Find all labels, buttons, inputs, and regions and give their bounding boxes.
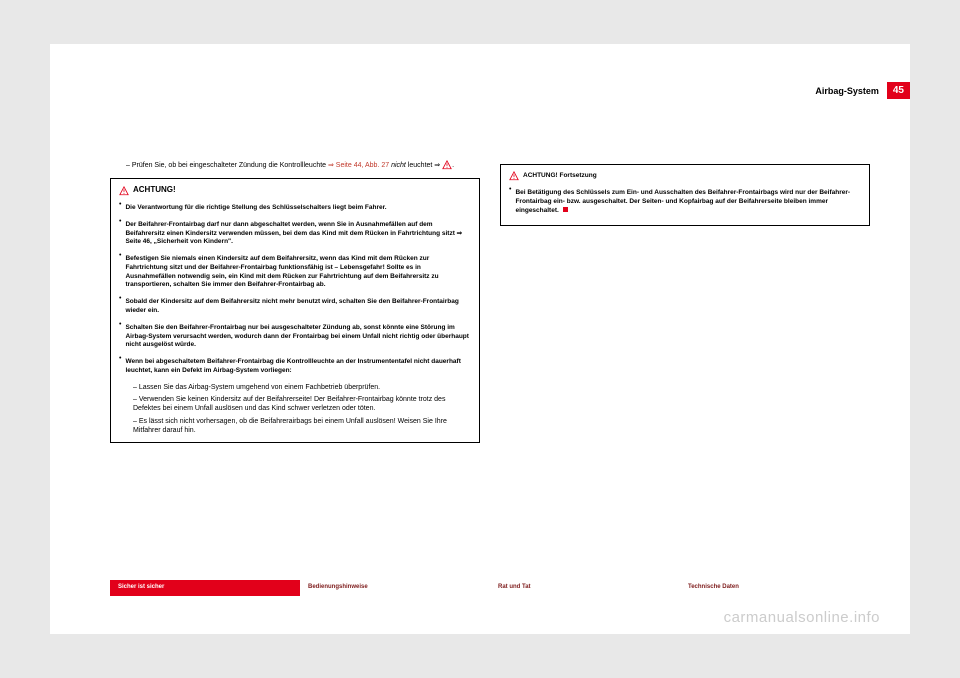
bullet-text: Bei Betätigung des Schlüssels zum Ein- u… (515, 189, 861, 215)
footer-tab-bedienung[interactable]: Bedienungshinweise (300, 580, 490, 596)
page-reference-link[interactable]: ⇒ Seite 44, Abb. 27 (328, 162, 389, 169)
intro-italic: nicht (391, 162, 406, 169)
bullet-item: •Schalten Sie den Beifahrer-Frontairbag … (119, 320, 471, 354)
intro-text-1: Prüfen Sie, ob bei eingeschalteter Zündu… (132, 162, 326, 169)
right-column: ACHTUNG! Fortsetzung • Bei Betätigung de… (500, 104, 870, 524)
bullet-text: Wenn bei abgeschaltetem Beifahrer-Fronta… (125, 358, 471, 376)
section-title: Airbag-System (815, 86, 879, 96)
warning-triangle-icon (442, 160, 452, 170)
dash: – (126, 162, 130, 169)
page-number-badge: 45 (887, 82, 910, 99)
sub-text: Es lässt sich nicht vorhersagen, ob die … (133, 418, 447, 434)
sub-item: – Verwenden Sie keinen Kindersitz auf de… (133, 395, 471, 414)
page-header: Airbag-System 45 (815, 82, 910, 99)
footer-tab-rat[interactable]: Rat und Tat (490, 580, 680, 596)
intro-paragraph: – Prüfen Sie, ob bei eingeschalteter Zün… (126, 160, 480, 170)
fortsetzung-label: ACHTUNG! Fortsetzung (523, 172, 597, 181)
bullet-text: Der Beifahrer-Frontairbag darf nur dann … (125, 221, 471, 247)
warning-triangle-icon (119, 186, 129, 196)
document-page: Airbag-System 45 – Prüfen Sie, ob bei ei… (50, 44, 910, 634)
bullet-item: •Die Verantwortung für die richtige Stel… (119, 200, 471, 217)
bullet-item: • Bei Betätigung des Schlüssels zum Ein-… (509, 185, 861, 219)
left-column: – Prüfen Sie, ob bei eingeschalteter Zün… (110, 104, 480, 524)
footer-tab-sicher[interactable]: Sicher ist sicher (110, 580, 300, 596)
end-marker-icon (563, 207, 568, 212)
bullet-text: Schalten Sie den Beifahrer-Frontairbag n… (125, 324, 471, 350)
intro-text-2: leuchtet ⇒ (408, 162, 440, 169)
watermark-text: carmanualsonline.info (724, 609, 880, 626)
achtung-box: ACHTUNG! •Die Verantwortung für die rich… (110, 178, 480, 442)
footer-tabs: Sicher ist sicher Bedienungshinweise Rat… (110, 580, 870, 596)
bullet-text: Die Verantwortung für die richtige Stell… (125, 204, 386, 213)
sub-item: – Lassen Sie das Airbag-System umgehend … (133, 383, 471, 392)
sub-text: Lassen Sie das Airbag-System umgehend vo… (139, 384, 380, 391)
footer-tab-technische[interactable]: Technische Daten (680, 580, 870, 596)
content-columns: – Prüfen Sie, ob bei eingeschalteter Zün… (110, 104, 870, 524)
bullet-item: •Der Beifahrer-Frontairbag darf nur dann… (119, 217, 471, 251)
bullet-text: Sobald der Kindersitz auf dem Beifahrers… (125, 298, 471, 316)
bullet-text: Befestigen Sie niemals einen Kindersitz … (125, 255, 471, 290)
warning-triangle-icon (509, 171, 519, 181)
achtung-header: ACHTUNG! (119, 185, 471, 196)
achtung-label: ACHTUNG! (133, 185, 176, 196)
sub-text: Verwenden Sie keinen Kindersitz auf der … (133, 396, 445, 412)
bullet-item: •Befestigen Sie niemals einen Kindersitz… (119, 251, 471, 294)
bullet-item: •Wenn bei abgeschaltetem Beifahrer-Front… (119, 354, 471, 380)
achtung-fortsetzung-box: ACHTUNG! Fortsetzung • Bei Betätigung de… (500, 164, 870, 226)
fortsetzung-header: ACHTUNG! Fortsetzung (509, 171, 861, 181)
sub-item: – Es lässt sich nicht vorhersagen, ob di… (133, 417, 471, 436)
bullet-item: •Sobald der Kindersitz auf dem Beifahrer… (119, 294, 471, 320)
